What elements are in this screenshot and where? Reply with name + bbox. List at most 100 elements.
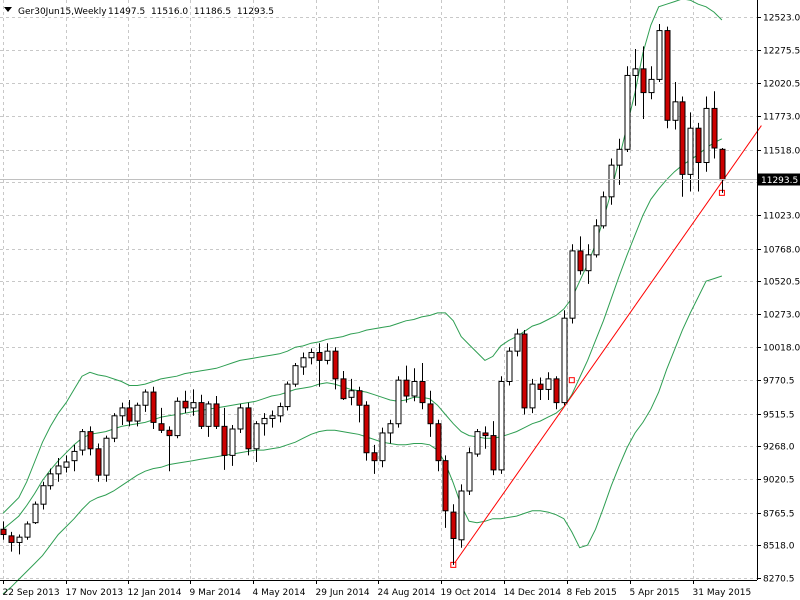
y-tick-label: 8270.5 bbox=[763, 575, 795, 585]
candle bbox=[608, 158, 615, 205]
candle-body-bear bbox=[158, 423, 165, 431]
candle-body-bull bbox=[411, 381, 418, 397]
candle bbox=[245, 402, 252, 456]
candle-body-bull bbox=[308, 351, 315, 359]
candle-body-bull bbox=[624, 74, 631, 150]
candle-body-bear bbox=[87, 431, 94, 450]
candle-body-bear bbox=[221, 425, 228, 456]
candle bbox=[664, 26, 671, 129]
candle bbox=[356, 386, 363, 423]
y-tick-label: 9770.5 bbox=[763, 377, 795, 387]
candle bbox=[205, 401, 212, 437]
candle-body-bull bbox=[687, 127, 694, 175]
candle bbox=[158, 407, 165, 433]
bollinger-lower-line bbox=[2, 275, 723, 595]
candle-body-bear bbox=[371, 452, 378, 462]
candle bbox=[324, 343, 331, 365]
candle-body-bull bbox=[269, 415, 276, 419]
candle bbox=[79, 428, 86, 456]
candle-body-bull bbox=[300, 357, 307, 368]
candle-body-bear bbox=[316, 351, 323, 361]
x-tick-label: 22 Sep 2013 bbox=[3, 588, 60, 598]
candle bbox=[450, 504, 457, 565]
y-tick-label: 9268.0 bbox=[763, 443, 795, 453]
candle bbox=[616, 138, 623, 185]
candle bbox=[119, 402, 126, 426]
candle-body-bear bbox=[711, 107, 718, 149]
candle-body-bear bbox=[521, 333, 528, 409]
candle-body-bear bbox=[403, 379, 410, 397]
candle bbox=[569, 244, 576, 324]
y-tick-label: 12523.0 bbox=[763, 14, 800, 24]
candle-body-bull bbox=[498, 381, 505, 471]
candle-body-bear bbox=[577, 250, 584, 272]
candle bbox=[419, 363, 426, 410]
y-tick-label: 9515.5 bbox=[763, 411, 795, 421]
x-tick-label: 5 Apr 2015 bbox=[630, 588, 680, 598]
candle-body-bear bbox=[213, 403, 220, 427]
y-tick-label: 10273.0 bbox=[763, 311, 800, 321]
candle-body-bull bbox=[608, 164, 615, 198]
candle-body-bull bbox=[190, 402, 197, 409]
candle bbox=[213, 396, 220, 429]
candle bbox=[363, 401, 370, 461]
candle bbox=[458, 484, 465, 548]
candle bbox=[695, 122, 702, 192]
candle-body-bear bbox=[363, 404, 370, 454]
dropdown-triangle-icon[interactable] bbox=[4, 7, 12, 12]
candle-body-bull bbox=[458, 490, 465, 541]
candle-body-bull bbox=[632, 68, 639, 76]
x-tick-label: 31 May 2015 bbox=[693, 588, 752, 598]
candle-body-bull bbox=[348, 390, 355, 398]
candle-body-bear bbox=[427, 403, 434, 425]
y-tick-label: 11518.0 bbox=[763, 147, 800, 157]
candle-body-bull bbox=[24, 523, 31, 538]
candle-body-bull bbox=[174, 400, 181, 437]
candle-body-bull bbox=[569, 250, 576, 319]
y-tick-label: 11773.0 bbox=[763, 113, 800, 123]
candle bbox=[466, 447, 473, 495]
candle bbox=[63, 455, 70, 473]
grid bbox=[0, 0, 757, 580]
candle bbox=[403, 365, 410, 403]
candle-body-bear bbox=[553, 378, 560, 404]
y-tick-label: 8518.0 bbox=[763, 542, 795, 552]
candle bbox=[379, 427, 386, 468]
candle-body-bull bbox=[205, 403, 212, 427]
candle-body-bull bbox=[284, 383, 291, 408]
candle bbox=[427, 390, 434, 437]
candle-body-bull bbox=[253, 423, 260, 450]
candle-body-bull bbox=[648, 78, 655, 94]
y-tick-label: 12020.5 bbox=[763, 80, 800, 90]
candle-body-bull bbox=[514, 333, 521, 352]
candle bbox=[703, 96, 710, 172]
candle bbox=[40, 481, 47, 510]
candle-body-bear bbox=[482, 432, 489, 437]
candle bbox=[284, 381, 291, 411]
current-price-label: 11293.5 bbox=[761, 176, 798, 186]
candle-body-bear bbox=[95, 448, 102, 476]
trendline-segment bbox=[452, 125, 762, 566]
candle bbox=[632, 49, 639, 106]
candle bbox=[16, 534, 23, 555]
candle-body-bull bbox=[16, 536, 23, 543]
candle-body-bull bbox=[32, 503, 39, 524]
chart-header: Ger30Jun15,Weekly 11497.5 11516.0 11186.… bbox=[4, 7, 274, 17]
candle-body-bear bbox=[8, 535, 15, 543]
candle-body-bear bbox=[537, 383, 544, 390]
candle-body-bull bbox=[103, 437, 110, 476]
candle-body-bull bbox=[261, 417, 268, 425]
candle-body-bull bbox=[111, 415, 118, 439]
y-tick-label: 11023.0 bbox=[763, 212, 800, 222]
candle-body-bear bbox=[150, 391, 157, 423]
candle-body-bear bbox=[442, 460, 449, 512]
x-tick-label: 8 Feb 2015 bbox=[567, 588, 617, 598]
candle-body-bear bbox=[490, 435, 497, 471]
candle bbox=[529, 378, 536, 414]
candle-body-bull bbox=[324, 350, 331, 361]
candle-body-bull bbox=[63, 461, 70, 468]
candle-body-bear bbox=[450, 511, 457, 539]
candle bbox=[640, 46, 647, 119]
